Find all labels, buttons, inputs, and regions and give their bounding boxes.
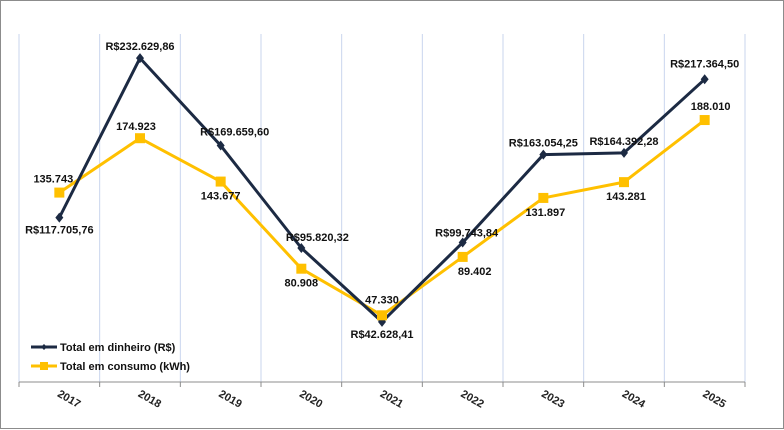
- data-point-square: [538, 192, 549, 203]
- data-point-diamond: [539, 149, 548, 160]
- legend-square-marker: [40, 362, 48, 370]
- x-tick-label: 2018: [136, 388, 163, 411]
- kwh-data-label: 143.281: [606, 191, 646, 203]
- data-point-diamond: [700, 74, 709, 85]
- money-data-label: R$164.392,28: [589, 136, 658, 148]
- data-point-diamond: [55, 212, 64, 223]
- kwh-data-label: 47.330: [365, 294, 399, 306]
- data-point-square: [619, 177, 629, 188]
- series-line: [58, 118, 706, 317]
- kwh-data-label: 188.010: [691, 101, 731, 113]
- kwh-data-label: 174.923: [116, 121, 156, 133]
- money-data-label: R$232.629,86: [105, 41, 174, 53]
- kwh-data-label: 89.402: [458, 266, 492, 278]
- data-point-diamond: [216, 140, 225, 151]
- data-point-square: [215, 176, 226, 187]
- money-data-label: R$99.743,84: [435, 228, 499, 240]
- kwh-data-label: 135.743: [33, 174, 73, 186]
- money-data-label: R$217.364,50: [670, 58, 739, 70]
- kwh-data-label: 80.908: [285, 278, 319, 290]
- data-point-diamond: [458, 237, 467, 248]
- money-data-label: R$117.705,76: [25, 225, 94, 237]
- x-tick-label: 2021: [378, 388, 405, 411]
- x-tick-label: 2019: [217, 388, 244, 411]
- legend-diamond-marker: [41, 344, 47, 350]
- x-tick-label: 2024: [620, 388, 648, 411]
- money-data-label: R$95.820,32: [286, 232, 349, 244]
- data-point-square: [296, 263, 307, 274]
- data-point-diamond: [136, 53, 144, 64]
- data-point-square: [457, 251, 468, 262]
- data-point-diamond: [620, 147, 628, 158]
- money-data-label: R$42.628,41: [351, 329, 414, 341]
- x-tick-label: 2017: [55, 388, 82, 411]
- legend-label: Total em consumo (kWh): [60, 361, 190, 373]
- data-point-square: [377, 310, 387, 321]
- x-tick-label: 2022: [459, 388, 486, 411]
- legend-label: Total em dinheiro (R$): [60, 342, 176, 354]
- money-data-label: R$163.054,25: [509, 138, 578, 150]
- x-tick-label: 2025: [701, 388, 728, 411]
- money-data-label: R$169.659,60: [200, 127, 269, 139]
- x-tick-label: 2020: [297, 388, 324, 411]
- series-line: [57, 56, 706, 324]
- data-point-square: [54, 187, 65, 198]
- kwh-data-label: 131.897: [525, 207, 565, 219]
- x-tick-label: 2023: [539, 388, 566, 411]
- data-point-square: [135, 133, 145, 144]
- data-point-square: [699, 115, 710, 126]
- kwh-data-label: 143.677: [201, 191, 241, 203]
- data-point-diamond: [297, 243, 306, 254]
